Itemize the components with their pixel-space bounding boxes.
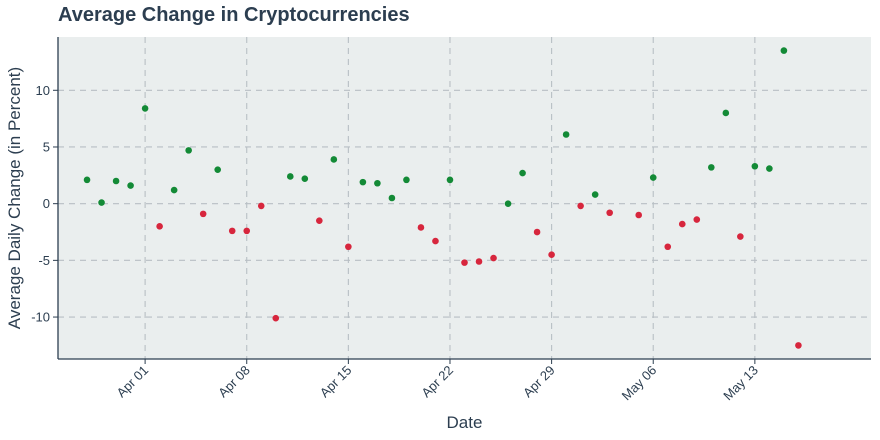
data-point — [475, 258, 483, 265]
data-point — [664, 243, 672, 251]
data-point — [127, 182, 134, 189]
x-tick-label: Apr 15 — [317, 363, 355, 401]
data-point — [214, 166, 221, 173]
y-tick-label: 10 — [36, 83, 50, 98]
data-points — [83, 47, 802, 349]
data-point — [330, 156, 338, 163]
data-point — [737, 233, 744, 240]
data-point — [562, 131, 570, 138]
data-point — [533, 228, 541, 236]
data-point — [461, 259, 468, 266]
x-tick-label: Apr 01 — [114, 363, 152, 401]
y-axis-label: Average Daily Change (in Percent) — [5, 67, 24, 329]
data-point — [170, 186, 178, 194]
data-point — [490, 254, 497, 262]
data-point — [678, 220, 686, 228]
data-point — [185, 147, 192, 154]
data-point — [272, 314, 280, 322]
data-point — [301, 175, 309, 183]
data-point — [519, 169, 526, 177]
data-point — [766, 165, 773, 172]
data-point — [795, 342, 802, 349]
grid — [58, 37, 871, 359]
data-point — [403, 176, 410, 184]
chart-title: Average Change in Cryptocurrencies — [58, 4, 410, 26]
data-point — [243, 227, 251, 235]
data-point — [780, 47, 788, 54]
x-axis-label: Date — [447, 413, 483, 432]
data-point — [388, 194, 396, 202]
data-point — [228, 227, 236, 235]
y-tick-label: 5 — [43, 139, 50, 154]
plot-area — [58, 37, 871, 359]
data-point — [606, 209, 613, 217]
x-tick-label: Apr 08 — [215, 363, 253, 401]
x-tick-label: May 13 — [720, 363, 761, 404]
x-tick-label: May 06 — [619, 363, 660, 404]
data-point — [649, 174, 657, 181]
data-point — [141, 105, 149, 112]
data-point — [345, 243, 352, 251]
data-point — [286, 173, 294, 180]
data-point — [98, 199, 105, 206]
data-point — [156, 223, 163, 230]
data-point — [635, 211, 643, 219]
data-point — [83, 176, 91, 184]
data-point — [316, 217, 323, 224]
x-tick-label: Apr 29 — [520, 363, 558, 401]
data-point — [504, 200, 512, 207]
data-point — [708, 164, 715, 171]
y-tick-label: 0 — [43, 196, 50, 211]
data-point — [591, 191, 599, 198]
data-point — [374, 179, 381, 187]
data-point — [446, 176, 454, 184]
data-point — [548, 251, 555, 258]
data-point — [112, 177, 120, 185]
data-point — [257, 202, 265, 210]
data-point — [199, 210, 207, 218]
data-point — [577, 202, 584, 210]
data-point — [417, 224, 425, 231]
data-point — [693, 216, 701, 223]
y-tick-label: -5 — [38, 253, 50, 268]
data-point — [432, 237, 439, 245]
data-point — [751, 162, 759, 170]
y-tick-label: -10 — [31, 310, 50, 325]
x-tick-label: Apr 22 — [418, 363, 456, 401]
data-point — [359, 178, 367, 186]
data-point — [722, 109, 730, 117]
